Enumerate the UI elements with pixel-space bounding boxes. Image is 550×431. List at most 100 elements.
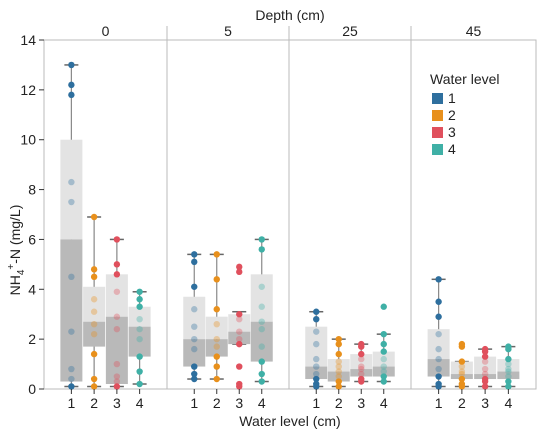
data-point: [505, 378, 512, 385]
data-point: [113, 373, 121, 380]
data-point: [380, 378, 387, 385]
x-tick-label: 4: [136, 395, 144, 411]
data-point: [236, 335, 243, 343]
data-point: [358, 363, 365, 370]
data-point: [68, 375, 75, 383]
data-point: [191, 375, 198, 383]
data-point: [90, 330, 98, 338]
x-tick-label: 3: [357, 395, 365, 411]
data-point: [358, 350, 365, 358]
data-point: [458, 358, 466, 365]
data-point: [68, 61, 75, 69]
data-point: [191, 345, 198, 353]
panel-label: 45: [466, 23, 482, 39]
data-point: [335, 350, 342, 358]
box-lower: [250, 321, 273, 362]
box-upper: [497, 359, 520, 372]
x-tick-label: 2: [90, 395, 98, 411]
data-point: [505, 345, 512, 353]
data-point: [113, 378, 121, 385]
data-point: [236, 328, 243, 335]
data-point: [236, 383, 243, 390]
data-point: [380, 355, 387, 363]
data-point: [458, 343, 466, 350]
data-point: [68, 273, 75, 281]
data-point: [335, 373, 342, 380]
data-point: [458, 363, 466, 370]
data-point: [213, 375, 220, 383]
box-upper: [474, 356, 497, 375]
data-point: [191, 335, 198, 343]
data-point: [258, 358, 265, 365]
data-point: [236, 316, 243, 323]
box-lower: [372, 366, 395, 377]
data-point: [481, 365, 489, 373]
legend-title: Water level: [430, 71, 500, 87]
data-point: [313, 363, 320, 370]
legend-label: 2: [448, 107, 456, 123]
box-upper: [105, 274, 128, 317]
data-point: [113, 313, 121, 320]
data-point: [458, 370, 466, 378]
data-point: [90, 320, 98, 328]
data-point: [258, 343, 265, 350]
box-lower: [305, 366, 328, 380]
data-point: [335, 368, 342, 375]
data-point: [258, 303, 265, 310]
x-tick-label: 1: [435, 395, 443, 411]
data-point: [68, 178, 75, 186]
data-point: [68, 383, 75, 390]
data-point: [236, 340, 243, 348]
data-point: [505, 360, 512, 368]
data-point: [90, 383, 98, 390]
y-tick-label: 8: [28, 182, 36, 198]
data-point: [90, 308, 98, 315]
data-point: [258, 318, 265, 325]
x-tick-label: 3: [481, 395, 489, 411]
data-point: [258, 246, 265, 253]
data-point: [136, 380, 143, 388]
y-axis-label-main: NH: [7, 275, 23, 295]
x-tick-label: 2: [458, 395, 466, 411]
box-upper: [450, 361, 473, 375]
x-tick-label: 3: [113, 395, 121, 411]
data-point: [68, 328, 75, 335]
data-point: [90, 375, 98, 383]
data-point: [113, 261, 121, 268]
data-point: [313, 340, 320, 348]
data-point: [435, 365, 442, 373]
box-upper: [228, 314, 251, 332]
data-point: [113, 236, 121, 243]
data-point: [313, 328, 320, 335]
y-axis-label-sup: +: [6, 264, 17, 270]
data-point: [191, 283, 198, 290]
data-point: [380, 368, 387, 375]
box-upper: [205, 316, 228, 340]
panel-label: 0: [102, 23, 110, 39]
box-upper: [128, 306, 151, 327]
data-point: [313, 308, 320, 315]
data-point: [258, 236, 265, 243]
data-point: [113, 383, 121, 390]
data-point: [258, 370, 265, 378]
data-point: [191, 258, 198, 266]
data-point: [258, 325, 265, 333]
box-upper: [350, 354, 373, 370]
x-tick-label: 2: [213, 395, 221, 411]
data-point: [435, 298, 442, 305]
data-point: [136, 316, 143, 323]
y-tick-label: 2: [28, 331, 36, 347]
data-point: [113, 288, 121, 295]
box-upper: [305, 326, 328, 367]
data-point: [213, 320, 220, 328]
data-point: [213, 306, 220, 313]
data-point: [335, 363, 342, 370]
data-point: [113, 325, 121, 333]
data-point: [68, 91, 75, 99]
x-axis-label: Water level (cm): [239, 413, 340, 429]
data-point: [481, 378, 489, 385]
data-point: [358, 365, 365, 373]
y-tick-label: 0: [28, 381, 36, 397]
legend-swatch: [432, 144, 443, 155]
